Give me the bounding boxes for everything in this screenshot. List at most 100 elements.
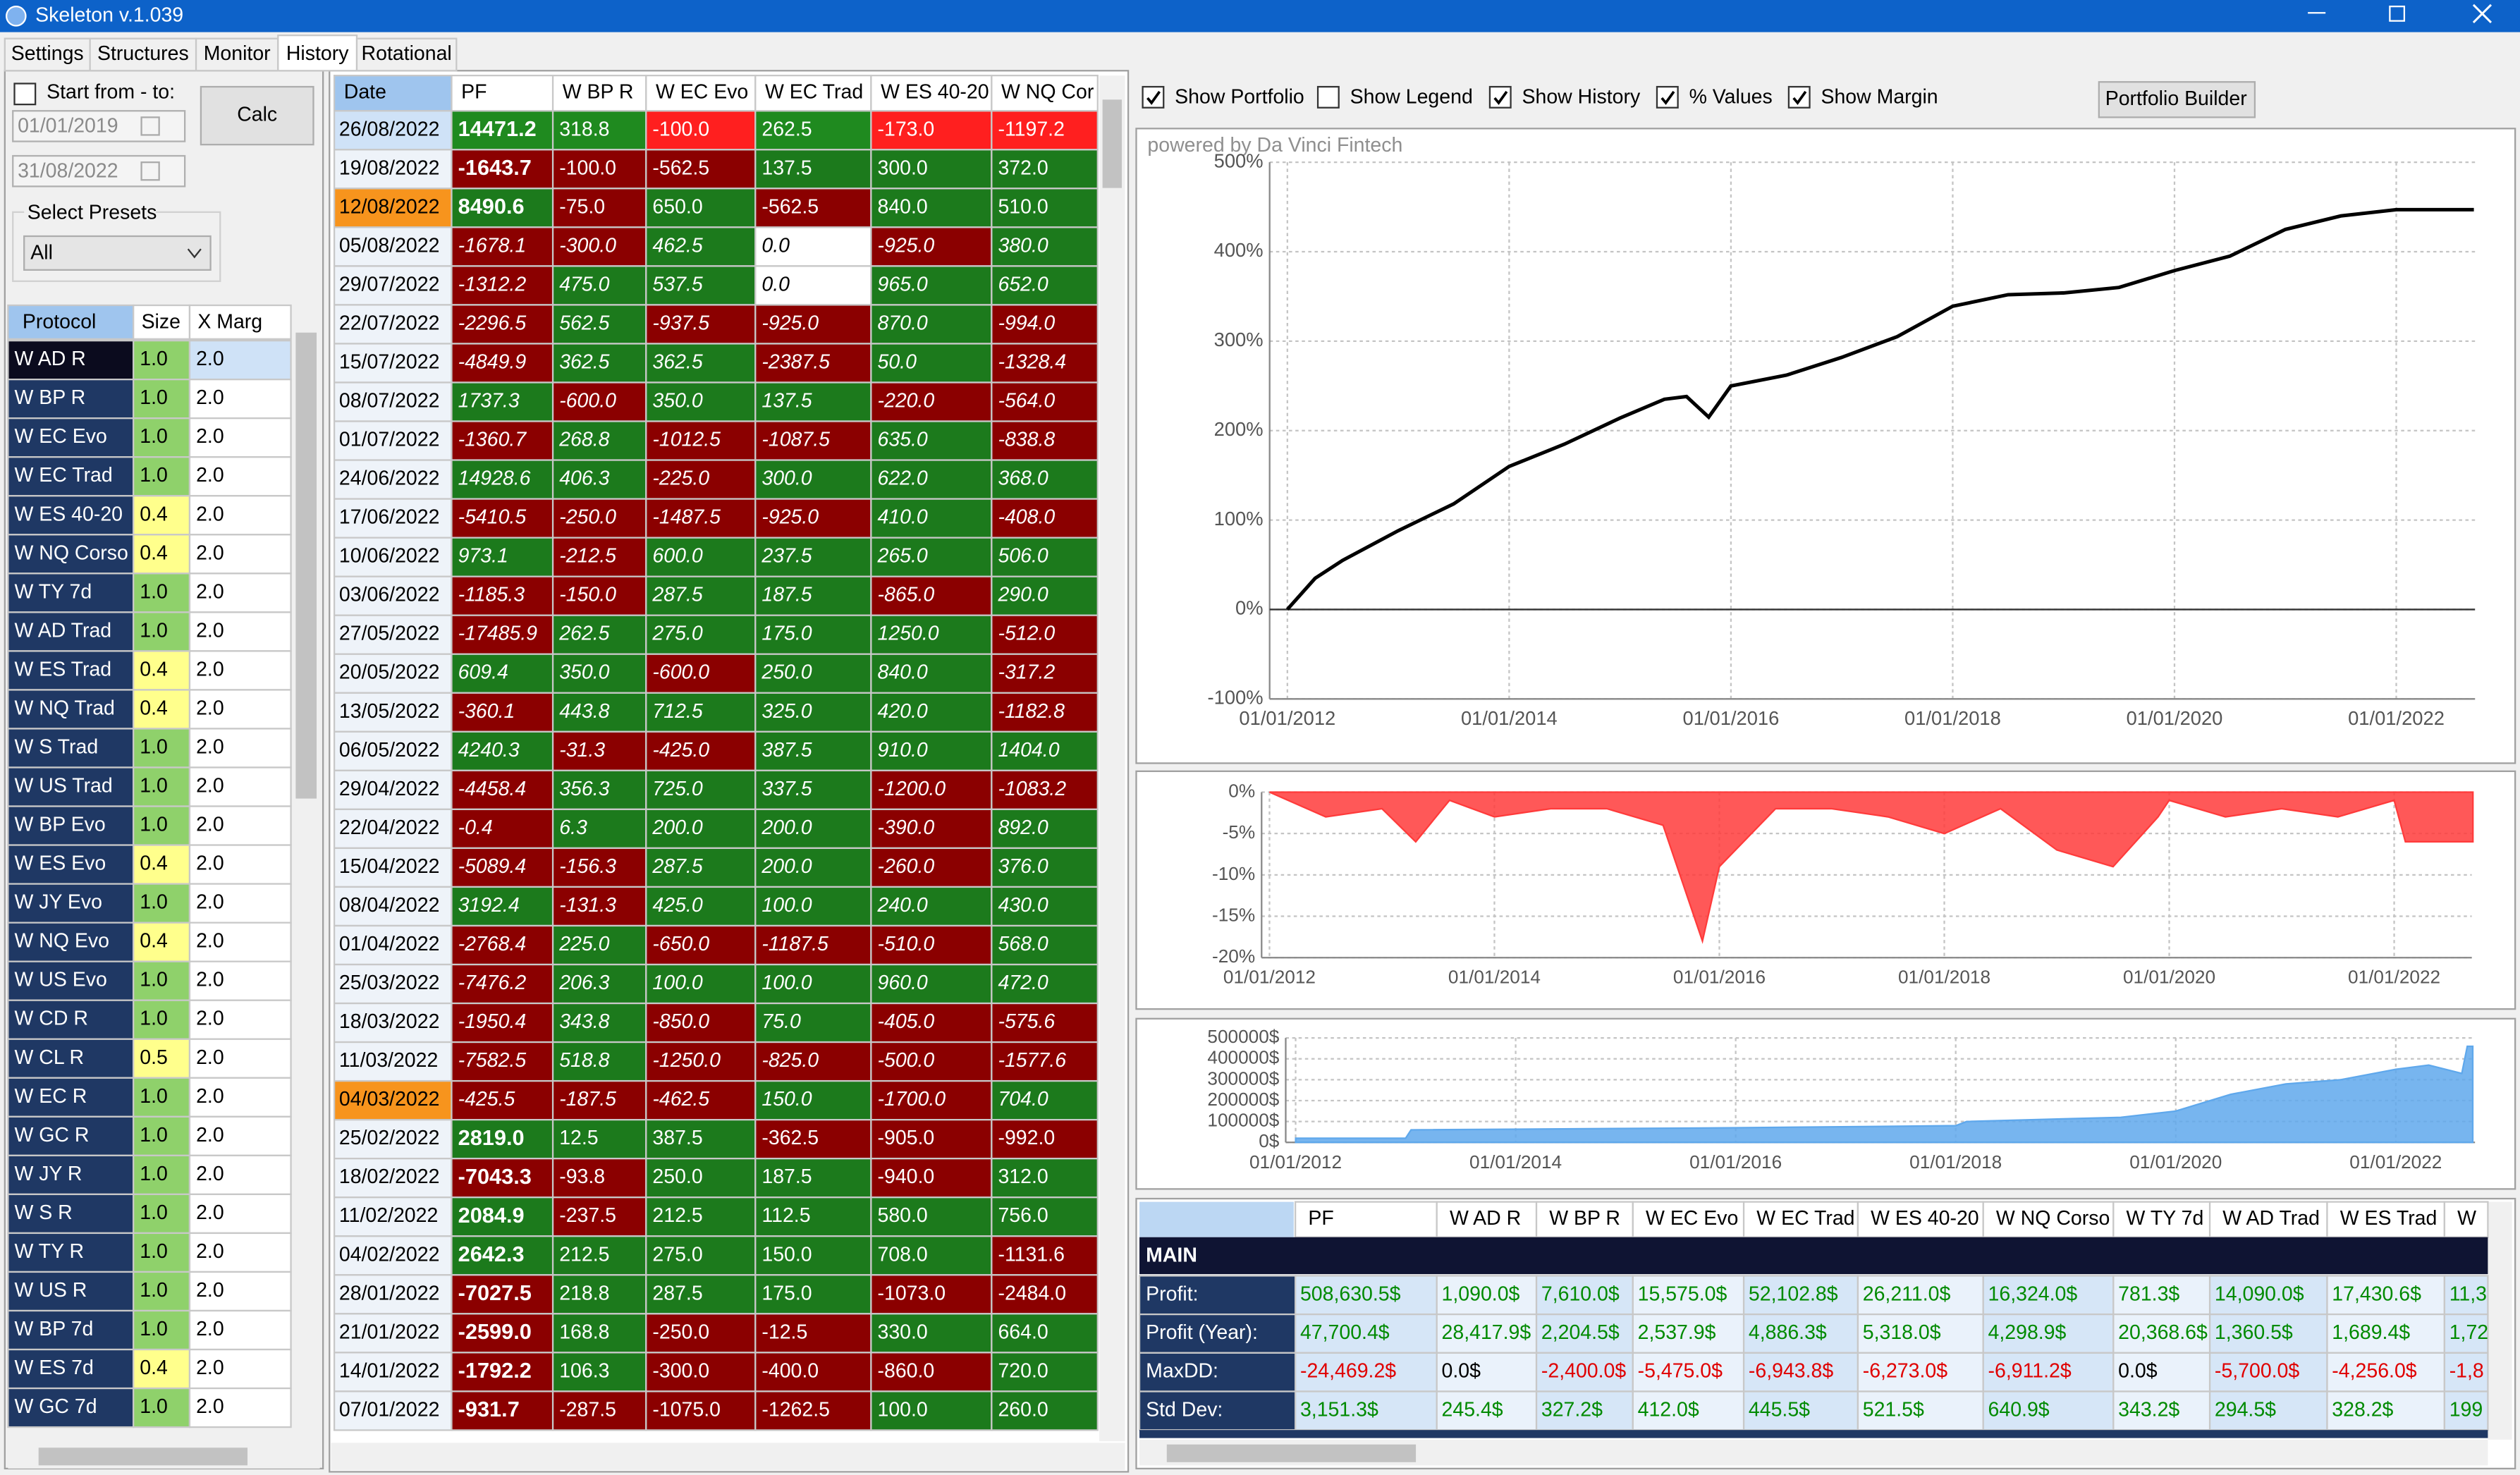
checkbox[interactable]	[1316, 85, 1340, 109]
value-text: 287.5	[652, 1282, 702, 1304]
value-cell	[754, 265, 872, 306]
value-text: 387.5	[761, 739, 812, 761]
history-hscroll[interactable]	[331, 1443, 1125, 1471]
value-text: 650.0	[652, 195, 702, 218]
value-cell	[754, 769, 872, 811]
value-cell	[645, 653, 757, 694]
stat-value: 28,417.9$	[1442, 1321, 1531, 1344]
checkbox[interactable]	[1488, 85, 1512, 109]
protocol-vscroll-thumb[interactable]	[295, 332, 317, 799]
checkbox[interactable]	[13, 82, 37, 106]
tab[interactable]	[355, 37, 458, 72]
tab[interactable]	[195, 37, 279, 72]
cell-text: 1.0	[140, 1279, 168, 1302]
protocol-name: W BP R	[15, 386, 86, 409]
row-label-cell	[1138, 1352, 1297, 1393]
history-vscroll[interactable]	[1099, 75, 1125, 1442]
cell-text: 2.0	[196, 1395, 224, 1418]
calendar-icon[interactable]	[140, 116, 160, 136]
stat-cell	[1535, 1390, 1634, 1431]
stat-cell	[1982, 1390, 2115, 1431]
value-text: -865.0	[878, 584, 935, 606]
date: 04/02/2022	[339, 1243, 439, 1266]
value-text: 350.0	[652, 390, 702, 412]
value-text: -100.0	[652, 118, 709, 140]
value-cell	[991, 188, 1099, 228]
cell	[188, 999, 292, 1040]
tab[interactable]	[277, 34, 358, 72]
portfolio-builder-button[interactable]	[2098, 81, 2256, 118]
value-text: -1792.2	[458, 1358, 532, 1383]
value-text: -992.0	[998, 1127, 1055, 1149]
value-text: -260.0	[878, 855, 935, 878]
date: 05/08/2022	[339, 234, 439, 257]
stats-hscroll-thumb[interactable]	[1166, 1444, 1417, 1462]
value-text: -408.0	[998, 506, 1055, 529]
stat-value: -2,400.0$	[1541, 1360, 1626, 1383]
cell-text: 2.0	[196, 425, 224, 448]
value-text: -405.0	[878, 1010, 935, 1033]
value-cell	[754, 304, 872, 345]
value-text: -1250.0	[652, 1049, 721, 1072]
value-text: 6.3	[559, 816, 587, 839]
history-vscroll-thumb[interactable]	[1102, 99, 1122, 188]
close-button[interactable]	[2472, 4, 2493, 23]
cell-text: 2.0	[196, 1279, 224, 1302]
restore-button[interactable]	[2389, 5, 2406, 22]
date: 18/02/2022	[339, 1165, 439, 1188]
value-text: 100.0	[761, 894, 812, 917]
column-header: Size	[142, 311, 181, 333]
row-label: MaxDD:	[1146, 1360, 1218, 1383]
protocol-hscroll-thumb[interactable]	[38, 1448, 248, 1466]
stats-vscroll[interactable]	[2488, 1201, 2512, 1440]
tab[interactable]	[89, 37, 197, 72]
cell	[188, 1387, 292, 1428]
value-cell	[451, 265, 554, 306]
stat-value: 521.5$	[1863, 1398, 1924, 1421]
stat-value: 4,298.9$	[1988, 1321, 2067, 1344]
date: 29/04/2022	[339, 778, 439, 800]
value-cell	[551, 1158, 647, 1199]
value-cell	[645, 459, 757, 500]
checkbox[interactable]	[1142, 85, 1165, 109]
value-text: -300.0	[559, 234, 616, 257]
calc-button[interactable]	[200, 85, 314, 146]
column-header: W EC Evo	[656, 81, 748, 104]
checkbox[interactable]	[1787, 85, 1811, 109]
column-header: W AD Trad	[2222, 1207, 2320, 1230]
value-cell	[870, 769, 993, 811]
value-cell	[991, 1196, 1099, 1237]
column-header: PF	[1308, 1207, 1333, 1230]
date-cell	[333, 188, 453, 228]
date-cell	[333, 149, 453, 190]
value-text: -425.5	[458, 1088, 515, 1110]
presets-combo[interactable]	[23, 235, 212, 271]
value-text: 1404.0	[998, 739, 1059, 761]
cell-text: 1.0	[140, 1163, 168, 1185]
tab[interactable]	[4, 37, 91, 72]
date: 19/08/2022	[339, 157, 439, 179]
calendar-icon[interactable]	[140, 161, 160, 181]
value-text: -93.8	[559, 1165, 605, 1188]
cell-text: 0.4	[140, 503, 168, 525]
date-from-input[interactable]	[12, 110, 186, 142]
value-text: -1200.0	[878, 778, 946, 800]
column-header: W NQ Corso	[1996, 1207, 2110, 1230]
header-cell	[451, 74, 554, 112]
date: 12/08/2022	[339, 195, 439, 218]
protocol-name: W BP 7d	[15, 1318, 94, 1340]
value-text: 337.5	[761, 778, 812, 800]
value-text: -1312.2	[458, 273, 527, 295]
value-cell	[870, 1196, 993, 1237]
stat-value: -5,475.0$	[1638, 1360, 1723, 1383]
date-to-input[interactable]	[12, 154, 186, 188]
value-text: 150.0	[761, 1243, 812, 1266]
value-text: -250.0	[559, 506, 616, 529]
value-cell	[754, 1352, 872, 1393]
checkbox[interactable]	[1656, 85, 1679, 109]
value-text: -220.0	[878, 390, 935, 412]
cell	[188, 1232, 292, 1273]
value-text: 8490.6	[458, 194, 525, 219]
cell	[188, 1115, 292, 1156]
value-cell	[451, 1002, 554, 1043]
